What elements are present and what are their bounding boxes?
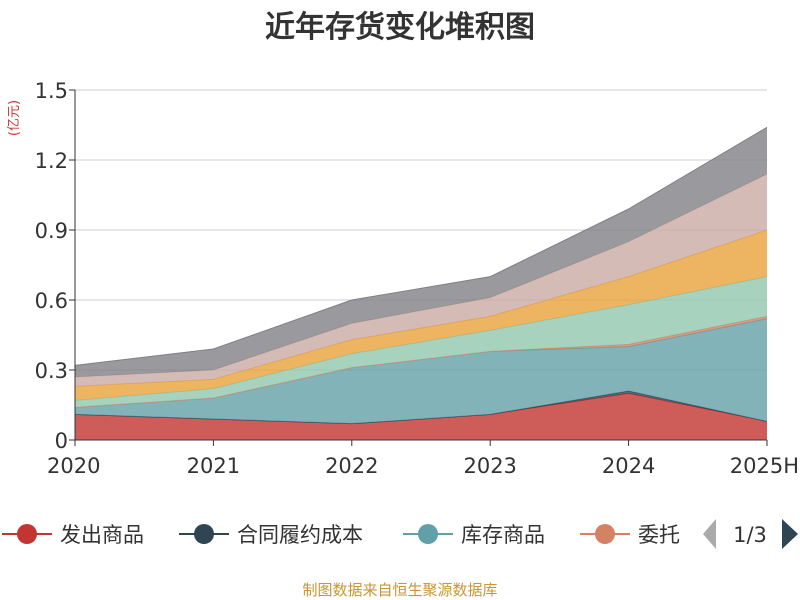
- legend-label: 委托: [638, 523, 680, 547]
- area-edge-8: [74, 126, 768, 366]
- legend-marker: [418, 524, 438, 544]
- legend-marker: [595, 524, 615, 544]
- legend-item[interactable]: 库存商品: [403, 523, 545, 547]
- x-tick-label: 2025H: [730, 454, 799, 478]
- source-note: 制图数据来自恒生聚源数据库: [302, 581, 497, 599]
- pager-text: 1/3: [733, 523, 767, 547]
- y-tick-label: 1.2: [35, 149, 68, 173]
- y-tick-label: 1.5: [35, 79, 68, 103]
- x-tick-label: 2022: [325, 454, 378, 478]
- x-tick-label: 2021: [187, 454, 240, 478]
- area-series-1: [75, 393, 767, 440]
- unit-label: (亿元): [7, 100, 22, 136]
- legend-label: 库存商品: [461, 523, 545, 547]
- y-tick-label: 0.9: [35, 219, 68, 243]
- chart-title: 近年存货变化堆积图: [265, 10, 535, 45]
- pager-next-icon[interactable]: [782, 519, 798, 549]
- x-tick-label: 2024: [602, 454, 655, 478]
- x-tick-label: 2020: [47, 454, 100, 478]
- area-series-3: [75, 318, 767, 424]
- pager-prev-icon[interactable]: [703, 519, 716, 549]
- legend: 发出商品 合同履约成本 库存商品 委托: [2, 523, 680, 547]
- axes: 0 0.3 0.6 0.9 1.2 1.5 2020 2021 2022 2023 2024 2025…: [35, 79, 799, 478]
- y-tick-label: 0: [55, 429, 68, 453]
- area-series: [74, 126, 768, 440]
- y-tick-label: 0.6: [35, 289, 68, 313]
- legend-marker: [194, 524, 214, 544]
- y-tick-label: 0.3: [35, 359, 68, 383]
- legend-pager: 1/3: [703, 519, 798, 549]
- legend-item[interactable]: 委托: [580, 523, 680, 547]
- legend-marker: [17, 524, 37, 544]
- legend-label: 发出商品: [60, 523, 144, 547]
- x-tick-label: 2023: [463, 454, 516, 478]
- legend-label: 合同履约成本: [237, 523, 363, 547]
- legend-item[interactable]: 合同履约成本: [179, 523, 363, 547]
- legend-item[interactable]: 发出商品: [2, 523, 144, 547]
